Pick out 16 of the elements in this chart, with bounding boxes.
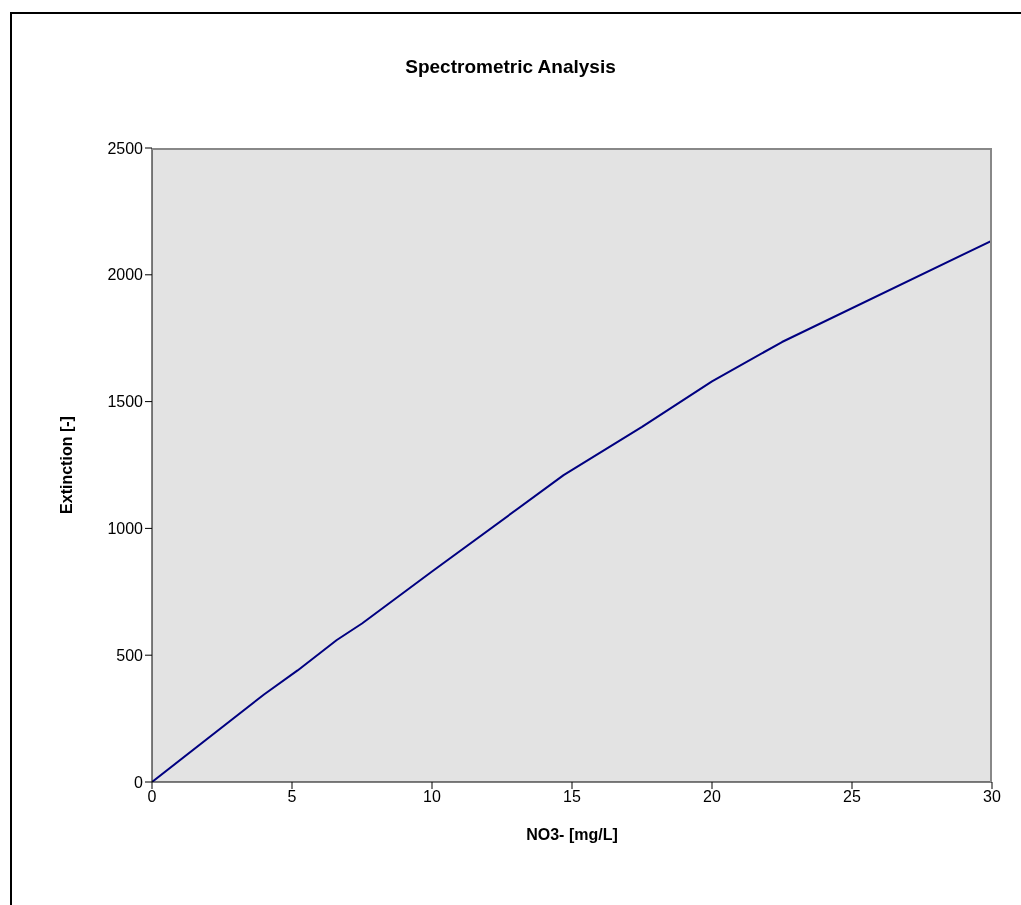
x-tick-label: 0 [147,788,157,806]
x-axis-title: NO3- [mg/L] [526,826,618,843]
y-tick-label: 2000 [107,266,144,284]
x-tick-label: 30 [983,788,1001,806]
y-tick-label: 2500 [107,139,144,157]
y-tick-label: 1000 [107,520,144,538]
y-tick-label: 1500 [107,393,144,411]
x-tick-label: 10 [423,788,441,806]
x-tick-label: 15 [563,788,581,806]
y-tick-label: 0 [134,773,144,791]
y-tick-label: 500 [116,646,144,664]
x-tick-label: 20 [703,788,721,806]
chart-title: Spectrometric Analysis [404,56,617,78]
y-axis-title: Extinction [-] [57,416,75,514]
x-tick-label: 25 [843,788,861,806]
x-tick-label: 5 [287,788,297,806]
